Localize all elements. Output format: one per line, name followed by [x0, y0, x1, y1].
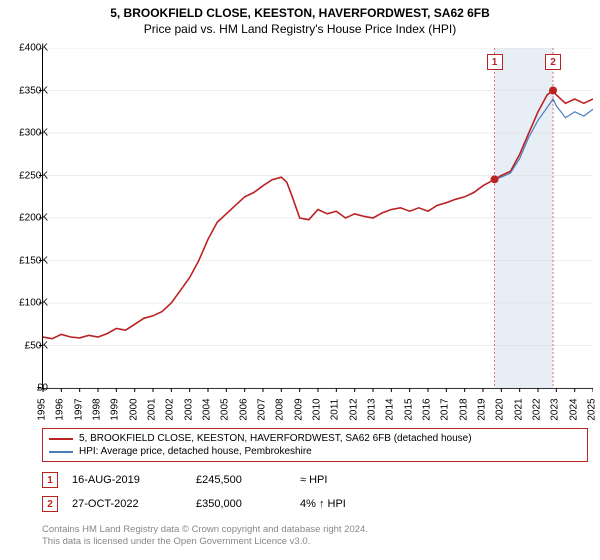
- chart-container: 5, BROOKFIELD CLOSE, KEESTON, HAVERFORDW…: [0, 0, 600, 560]
- x-tick-label: 2002: [165, 398, 176, 420]
- sale-date: 16-AUG-2019: [72, 474, 182, 486]
- x-tick-label: 2019: [477, 398, 488, 420]
- y-tick-label: £150K: [19, 255, 48, 266]
- x-tick-label: 2000: [128, 398, 139, 420]
- chart-title: 5, BROOKFIELD CLOSE, KEESTON, HAVERFORDW…: [0, 0, 600, 22]
- y-tick-label: £300K: [19, 128, 48, 139]
- x-tick-label: 2009: [293, 398, 304, 420]
- x-tick-label: 1999: [110, 398, 121, 420]
- footer-text: Contains HM Land Registry data © Crown c…: [42, 524, 368, 548]
- legend-box: 5, BROOKFIELD CLOSE, KEESTON, HAVERFORDW…: [42, 428, 588, 462]
- sale-diff: 4% ↑ HPI: [300, 498, 390, 510]
- y-tick-label: £250K: [19, 170, 48, 181]
- x-tick-label: 2010: [312, 398, 323, 420]
- legend-item-hpi: HPI: Average price, detached house, Pemb…: [49, 445, 581, 458]
- x-tick-label: 2005: [220, 398, 231, 420]
- x-tick-label: 2024: [568, 398, 579, 420]
- x-tick-label: 2004: [202, 398, 213, 420]
- legend-label: 5, BROOKFIELD CLOSE, KEESTON, HAVERFORDW…: [79, 433, 472, 444]
- x-tick-label: 2022: [532, 398, 543, 420]
- lines-layer: [43, 48, 593, 388]
- sale-badge: 1: [42, 472, 58, 488]
- footer-line1: Contains HM Land Registry data © Crown c…: [42, 524, 368, 536]
- x-tick-label: 2003: [183, 398, 194, 420]
- legend-label: HPI: Average price, detached house, Pemb…: [79, 446, 312, 457]
- x-tick-label: 1995: [37, 398, 48, 420]
- sale-price: £245,500: [196, 474, 286, 486]
- x-tick-label: 2018: [458, 398, 469, 420]
- x-tick-label: 1996: [55, 398, 66, 420]
- marker-badge: 1: [487, 54, 503, 70]
- x-tick-label: 2020: [495, 398, 506, 420]
- x-tick-label: 2006: [238, 398, 249, 420]
- x-tick-label: 2014: [385, 398, 396, 420]
- sale-price: £350,000: [196, 498, 286, 510]
- y-tick-label: £400K: [19, 43, 48, 54]
- y-tick-label: £350K: [19, 85, 48, 96]
- x-tick-label: 2008: [275, 398, 286, 420]
- y-tick-label: £200K: [19, 213, 48, 224]
- x-tick-label: 2016: [422, 398, 433, 420]
- legend-swatch: [49, 438, 73, 440]
- x-tick-label: 2021: [513, 398, 524, 420]
- x-tick-label: 2023: [550, 398, 561, 420]
- sale-date: 27-OCT-2022: [72, 498, 182, 510]
- x-tick-label: 1998: [92, 398, 103, 420]
- x-tick-label: 2017: [440, 398, 451, 420]
- y-tick-label: £100K: [19, 298, 48, 309]
- x-tick-label: 2007: [257, 398, 268, 420]
- x-tick-label: 2015: [403, 398, 414, 420]
- x-tick-label: 2011: [330, 399, 341, 421]
- x-tick-label: 2012: [348, 398, 359, 420]
- x-tick-label: 2001: [147, 398, 158, 420]
- x-tick-label: 2013: [367, 398, 378, 420]
- legend-swatch: [49, 451, 73, 453]
- plot-area: 12: [42, 48, 593, 389]
- sale-badge: 2: [42, 496, 58, 512]
- legend-item-property: 5, BROOKFIELD CLOSE, KEESTON, HAVERFORDW…: [49, 432, 581, 445]
- x-tick-label: 2025: [587, 398, 598, 420]
- footer-line2: This data is licensed under the Open Gov…: [42, 536, 368, 548]
- y-tick-label: £50K: [25, 340, 48, 351]
- sale-diff: ≈ HPI: [300, 474, 390, 486]
- x-tick-label: 1997: [73, 398, 84, 420]
- marker-badge: 2: [545, 54, 561, 70]
- y-tick-label: £0: [37, 383, 48, 394]
- chart-subtitle: Price paid vs. HM Land Registry's House …: [0, 22, 600, 40]
- sale-row-2: 2 27-OCT-2022 £350,000 4% ↑ HPI: [42, 496, 390, 512]
- sale-row-1: 1 16-AUG-2019 £245,500 ≈ HPI: [42, 472, 390, 488]
